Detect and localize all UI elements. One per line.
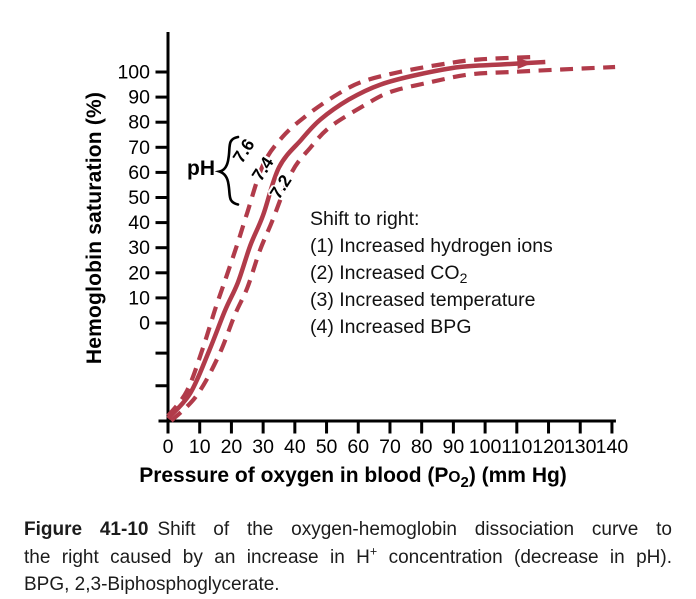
- curve-ph-7-2: [169, 64, 616, 423]
- x-tick-label: 20: [221, 436, 243, 458]
- curve-ph-7-6: [166, 54, 536, 418]
- y-tick-label: 70: [128, 137, 150, 159]
- x-tick-label: 60: [347, 436, 369, 458]
- x-tick-label: 130: [564, 436, 597, 458]
- caption-line-3: BPG, 2,3-Biphosphoglycerate.: [24, 574, 280, 595]
- x-tick-label: 10: [189, 436, 211, 458]
- annotation-title: Shift to right:: [310, 208, 420, 230]
- x-tick-label: 30: [252, 436, 274, 458]
- x-axis-title-units: ) (mm Hg): [468, 464, 567, 487]
- annotation-item-1: (1) Increased hydrogen ions: [310, 235, 553, 257]
- x-tick-label: 120: [532, 436, 565, 458]
- y-tick-label: 0: [139, 313, 150, 335]
- y-tick-label: 40: [128, 212, 150, 234]
- caption-line-2: the right caused by an increase in H+ co…: [24, 544, 672, 568]
- x-tick-label: 0: [163, 436, 174, 458]
- x-axis-title-subscript: 2: [460, 474, 469, 491]
- x-axis-title: Pressure of oxygen in blood (Po2) (mm Hg…: [139, 464, 567, 491]
- ph-group-label: pH: [187, 157, 215, 180]
- y-tick-label: 50: [128, 187, 150, 209]
- x-tick-label: 70: [379, 436, 401, 458]
- annotation-item-4: (4) Increased BPG: [310, 316, 472, 338]
- annotation-item-2: (2) Increased CO2: [310, 262, 468, 286]
- y-axis-title: Hemoglobin saturation (%): [83, 91, 106, 365]
- annotation-item-3: (3) Increased temperature: [310, 289, 536, 311]
- curve-arrowhead: [517, 58, 534, 69]
- x-tick-label: 90: [443, 436, 465, 458]
- y-tick-label: 20: [128, 262, 150, 284]
- curve-ph-7-4: [166, 59, 546, 420]
- x-axis-title-smallcap-o: o: [448, 469, 461, 486]
- y-tick-label: 100: [117, 62, 150, 84]
- figure-number: Figure 41-10: [24, 519, 149, 540]
- ph-brace: [214, 135, 240, 206]
- h-plus-superscript: +: [369, 544, 378, 559]
- x-tick-label: 40: [284, 436, 306, 458]
- y-tick-label: 80: [128, 112, 150, 134]
- x-tick-label: 100: [469, 436, 502, 458]
- curves-layer: [166, 54, 616, 423]
- x-tick-label: 140: [596, 436, 629, 458]
- figure-caption: Figure 41-10 Shift of the oxygen-hemoglob…: [24, 516, 672, 599]
- y-tick-label: 10: [128, 287, 150, 309]
- y-tick-label: 30: [128, 237, 150, 259]
- y-tick-label: 90: [128, 87, 150, 109]
- x-tick-label: 110: [501, 436, 532, 458]
- shift-right-annotation: Shift to right: (1) Increased hydrogen i…: [310, 206, 553, 341]
- x-tick-label: 50: [316, 436, 338, 458]
- y-tick-label: 60: [128, 162, 150, 184]
- x-tick-label: 80: [411, 436, 433, 458]
- caption-line-1: Figure 41-10 Shift of the oxygen-hemoglob…: [24, 519, 672, 540]
- x-axis-title-text: Pressure of oxygen in blood (P: [139, 464, 449, 487]
